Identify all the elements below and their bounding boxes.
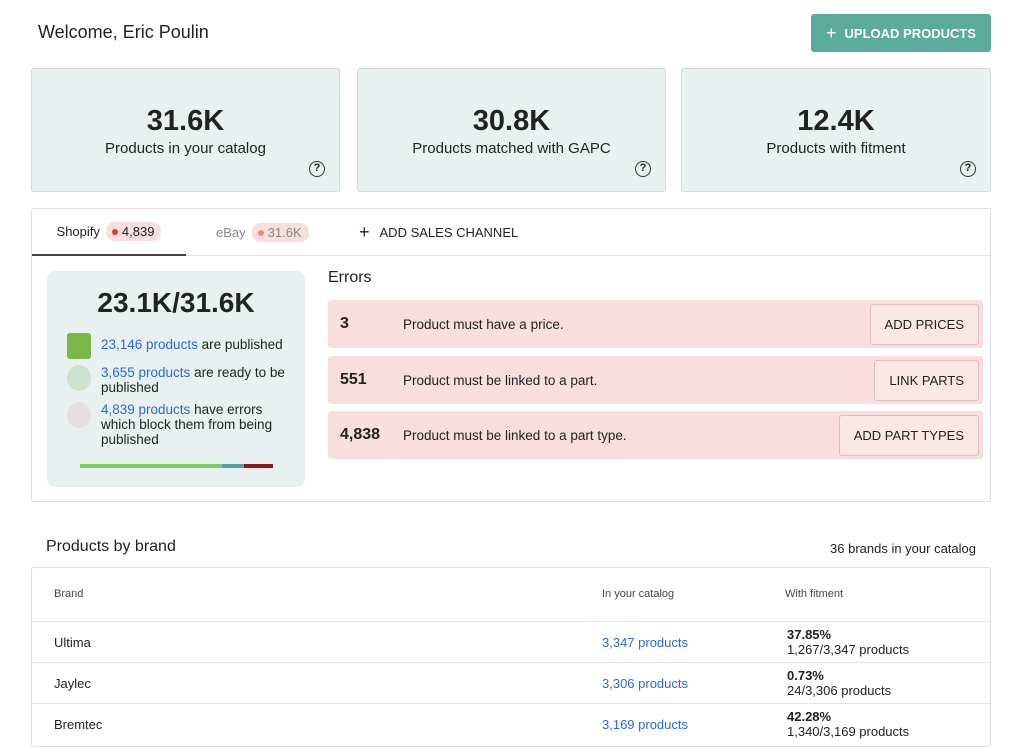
stat-label: Products with fitment [766, 140, 906, 157]
channel-panel: Shopify 4,839 eBay 31.6K + ADD SALES CHANNE… [31, 208, 991, 502]
stat-value: 30.8K [472, 105, 551, 137]
add-channel[interactable]: + ADD SALES CHANNEL [359, 222, 519, 242]
tab[interactable]: Shopify 4,839 [32, 209, 186, 256]
tab[interactable]: eBay 31.6K [216, 209, 309, 256]
tab-name: Shopify [56, 224, 100, 239]
error-row: 3 Product must have a price. ADD PRICES [328, 300, 983, 348]
error-icon [67, 402, 91, 428]
error-action[interactable]: ADD PART TYPES [838, 414, 979, 456]
catalog-link[interactable]: 3,306 products [602, 676, 689, 691]
brands-table: Brand In your catalog With fitment Ultim… [31, 567, 991, 747]
stat-card: 31.6K Products in your catalog? [31, 68, 340, 192]
brands-title: Products by brand [46, 538, 176, 555]
brand-row: Jaylec 3,306 products 0.73% 24/3,306 produc… [32, 662, 990, 703]
summary-text: are ready to be published [101, 365, 285, 395]
summary-headline: 23.1K/31.6K [97, 287, 255, 318]
brands-count: 36 brands in your catalog [830, 541, 976, 556]
fitment-percent: 0.73% [787, 668, 824, 683]
error-message: Product must be linked to a part type. [403, 427, 627, 443]
tab-badge: 31.6K [251, 223, 309, 242]
error-action[interactable]: ADD PRICES [869, 303, 979, 345]
page: Welcome, Eric Poulin + UPLOAD PRODUCTS 31… [31, 14, 991, 747]
tab-divider [32, 255, 990, 256]
help-icon[interactable]: ? [960, 161, 976, 177]
welcome-title: Welcome, Eric Poulin [38, 22, 209, 42]
error-count: 4,838 [340, 426, 381, 443]
help-icon[interactable]: ? [635, 161, 651, 177]
tab-name: eBay [216, 225, 246, 240]
stat-value: 31.6K [146, 105, 225, 137]
progress-bar [80, 464, 273, 468]
error-row: 4,838 Product must be linked to a part ty… [328, 411, 983, 459]
summary-text: are published [201, 337, 283, 352]
catalog-link[interactable]: 3,347 products [602, 635, 689, 650]
help-icon[interactable]: ? [309, 161, 325, 177]
brand-name: Jaylec [54, 676, 91, 691]
stat-card: 12.4K Products with fitment? [681, 68, 991, 192]
errors-title: Errors [328, 269, 372, 286]
fitment-percent: 42.28% [787, 709, 832, 724]
fitment-ratio: 1,267/3,347 products [787, 642, 910, 657]
error-message: Product must be linked to a part. [403, 372, 598, 388]
error-count: 3 [340, 315, 349, 332]
summary-item: 4,839 products have errors which block t… [67, 402, 292, 447]
brand-name: Ultima [54, 635, 91, 650]
stat-label: Products matched with GAPC [412, 140, 611, 157]
upload-button[interactable]: + UPLOAD PRODUCTS [811, 14, 991, 52]
error-message: Product must have a price. [403, 316, 564, 332]
shopify-icon [67, 333, 91, 359]
fitment-percent: 37.85% [787, 627, 832, 642]
column-header: Brand [54, 588, 84, 600]
upload-label: UPLOAD PRODUCTS [844, 25, 976, 41]
summary-item: 3,655 products are ready to be published [67, 365, 292, 395]
column-header: In your catalog [602, 588, 675, 600]
error-action[interactable]: LINK PARTS [874, 359, 979, 401]
column-header: With fitment [785, 588, 844, 600]
brand-name: Bremtec [54, 717, 103, 732]
stat-value: 12.4K [797, 105, 875, 137]
badge-count: 31.6K [267, 225, 302, 240]
summary-link[interactable]: 4,839 products [101, 402, 191, 417]
catalog-link[interactable]: 3,169 products [602, 717, 689, 732]
tab-badge: 4,839 [105, 222, 162, 241]
fitment-ratio: 24/3,306 products [787, 683, 892, 698]
summary-link[interactable]: 23,146 products [101, 337, 198, 352]
stat-label: Products in your catalog [105, 140, 266, 157]
summary-link[interactable]: 3,655 products [101, 365, 191, 380]
add-channel-label: ADD SALES CHANNEL [379, 225, 519, 240]
summary-item: 23,146 products are published [67, 333, 292, 359]
error-row: 551 Product must be linked to a part. LINK… [328, 356, 983, 404]
brand-row: Bremtec 3,169 products 42.28% 1,340/3,169 p… [32, 703, 990, 744]
badge-count: 4,839 [121, 224, 155, 239]
brand-row: Ultima 3,347 products 37.85% 1,267/3,347 pr… [32, 621, 990, 662]
error-count: 551 [340, 371, 367, 388]
stat-card: 30.8K Products matched with GAPC? [357, 68, 666, 192]
summary-text: have errors which block them from being … [101, 402, 273, 447]
plus-icon: + [826, 22, 837, 43]
summary-box: 23.1K/31.6K 23,146 products are publishe… [47, 271, 305, 487]
ready-icon [67, 365, 91, 391]
